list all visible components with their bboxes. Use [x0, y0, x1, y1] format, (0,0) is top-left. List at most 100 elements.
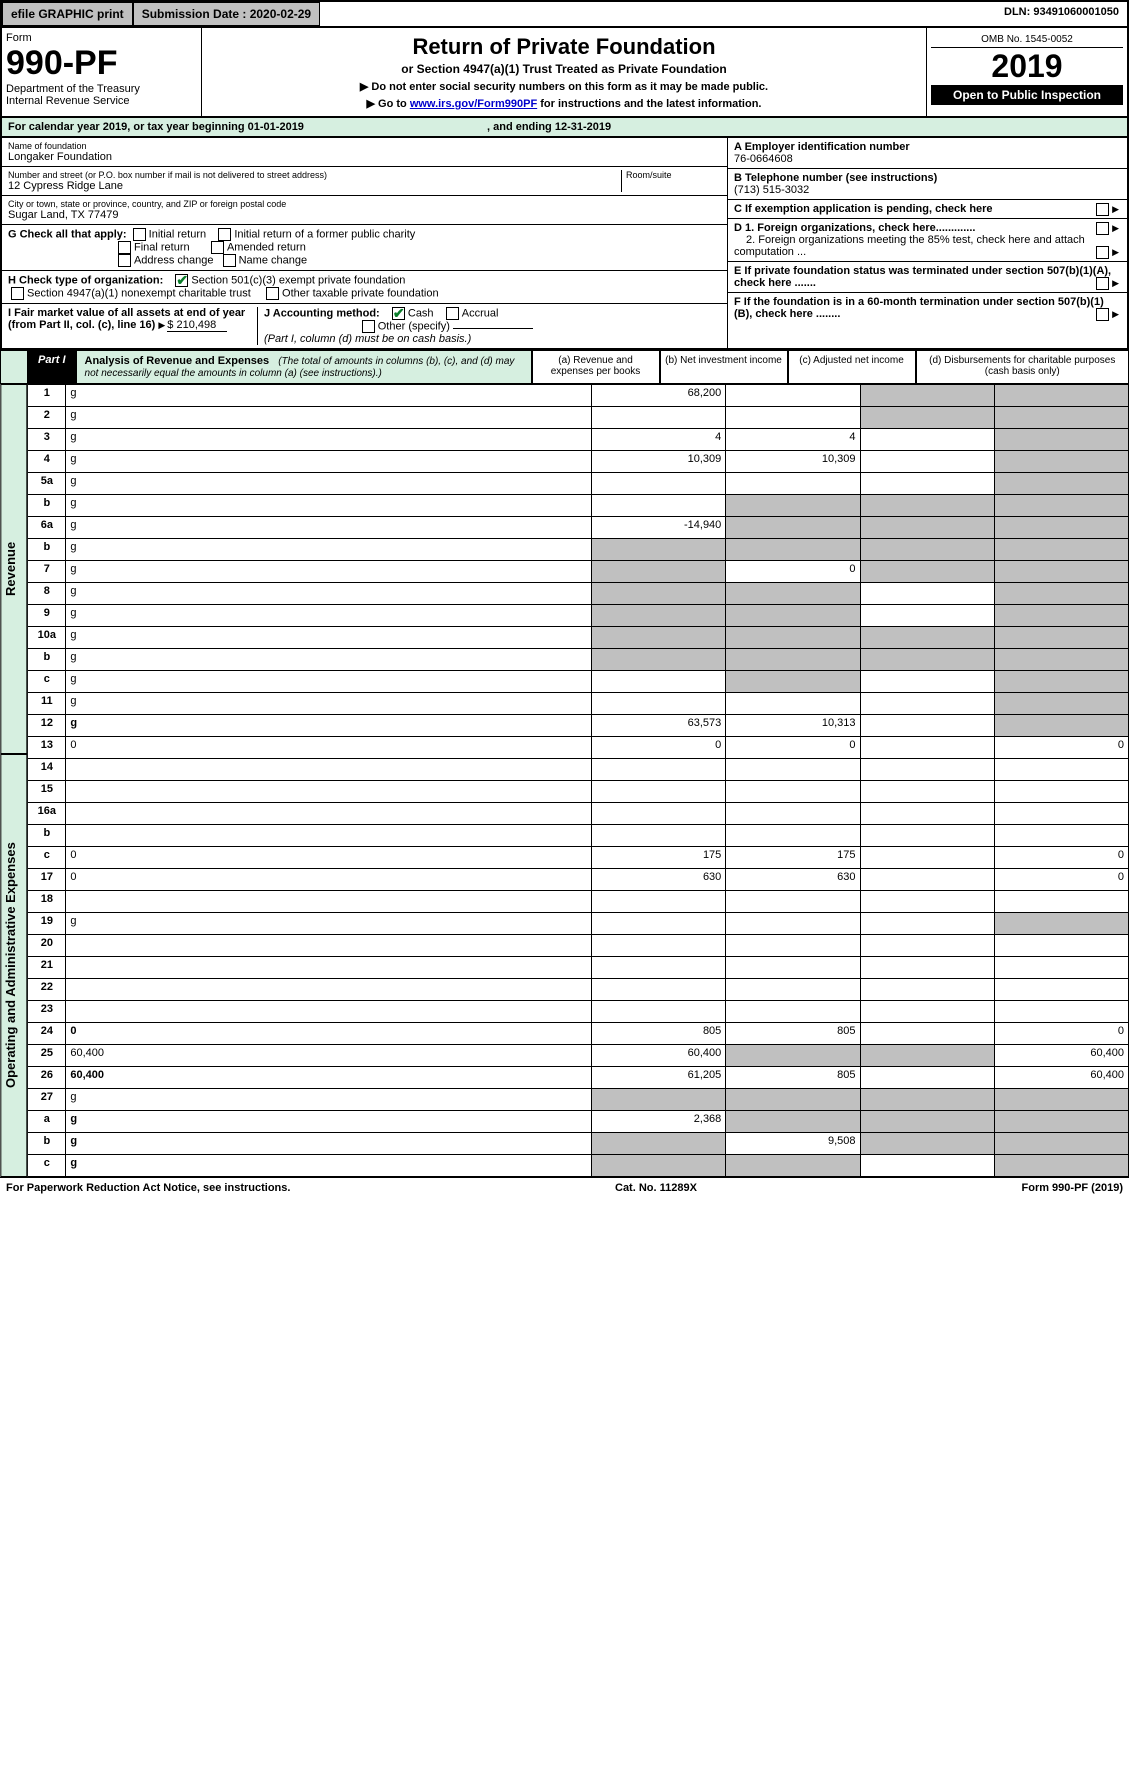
col-a-value: [592, 803, 726, 825]
line-number: 6a: [28, 517, 66, 539]
line-number: 27: [28, 1089, 66, 1111]
instr-1: ▶ Do not enter social security numbers o…: [208, 80, 920, 93]
line-description: [66, 1001, 592, 1023]
col-b-value: [726, 627, 860, 649]
col-a-value: [592, 759, 726, 781]
e-label: E If private foundation status was termi…: [734, 265, 1111, 289]
c-label: C If exemption application is pending, c…: [734, 203, 993, 215]
other-taxable-checkbox[interactable]: [266, 287, 279, 300]
col-d-value: [994, 715, 1128, 737]
j-note: (Part I, column (d) must be on cash basi…: [264, 333, 471, 345]
col-b-value: [726, 495, 860, 517]
other-method-checkbox[interactable]: [362, 320, 375, 333]
col-a-value: [592, 473, 726, 495]
col-a-value: [592, 671, 726, 693]
revenue-side-label: Revenue: [0, 384, 27, 754]
line-description: g: [66, 1089, 592, 1111]
col-d-value: [994, 891, 1128, 913]
line-description: g: [66, 1133, 592, 1155]
j-label: J Accounting method:: [264, 307, 380, 319]
line-number: b: [28, 825, 66, 847]
d1-label: D 1. Foreign organizations, check here..…: [734, 222, 975, 234]
part1-tab: Part I: [28, 350, 76, 384]
cal-mid: , and ending: [487, 121, 555, 133]
line-number: 12: [28, 715, 66, 737]
col-d-value: [994, 803, 1128, 825]
line-description: [66, 759, 592, 781]
cash-checkbox[interactable]: [392, 307, 405, 320]
col-d-value: [994, 583, 1128, 605]
col-b-value: [726, 649, 860, 671]
c-checkbox[interactable]: [1096, 203, 1109, 216]
col-b-value: [726, 1155, 860, 1177]
city-state-zip: Sugar Land, TX 77479: [8, 209, 721, 221]
col-a-value: [592, 891, 726, 913]
col-a-value: 10,309: [592, 451, 726, 473]
col-a-value: [592, 979, 726, 1001]
col-d-value: [994, 1089, 1128, 1111]
initial-former-checkbox[interactable]: [218, 228, 231, 241]
col-d-value: [994, 935, 1128, 957]
line-number: 20: [28, 935, 66, 957]
col-c-value: [860, 429, 994, 451]
e-checkbox[interactable]: [1096, 277, 1109, 290]
phone-value: (713) 515-3032: [734, 184, 809, 196]
4947-checkbox[interactable]: [11, 287, 24, 300]
amended-return-checkbox[interactable]: [211, 241, 224, 254]
table-row: 130000: [28, 737, 1129, 759]
501c3-checkbox[interactable]: [175, 274, 188, 287]
accrual-checkbox[interactable]: [446, 307, 459, 320]
col-d-value: [994, 979, 1128, 1001]
dept-label: Department of the Treasury: [6, 83, 197, 95]
line-description: g: [66, 561, 592, 583]
accrual-label: Accrual: [462, 307, 499, 319]
form-link[interactable]: www.irs.gov/Form990PF: [410, 98, 537, 110]
table-row: 2560,40060,40060,400: [28, 1045, 1129, 1067]
table-row: 6ag-14,940: [28, 517, 1129, 539]
f-checkbox[interactable]: [1096, 308, 1109, 321]
line-description: g: [66, 627, 592, 649]
col-c-value: [860, 737, 994, 759]
col-c-value: [860, 627, 994, 649]
name-change-checkbox[interactable]: [223, 254, 236, 267]
col-c-value: [860, 869, 994, 891]
page-footer: For Paperwork Reduction Act Notice, see …: [0, 1177, 1129, 1198]
col-d-value: [994, 913, 1128, 935]
col-c-value: [860, 715, 994, 737]
line-number: 24: [28, 1023, 66, 1045]
col-c-value: [860, 539, 994, 561]
col-d-value: [994, 781, 1128, 803]
line-description: g: [66, 473, 592, 495]
col-b-value: [726, 605, 860, 627]
line-number: b: [28, 539, 66, 561]
col-c-value: [860, 891, 994, 913]
col-a-value: 4: [592, 429, 726, 451]
addr-label: Number and street (or P.O. box number if…: [8, 170, 621, 180]
phone-label: B Telephone number (see instructions): [734, 172, 937, 184]
address-change-checkbox[interactable]: [118, 254, 131, 267]
col-d-value: 0: [994, 1023, 1128, 1045]
line-description: g: [66, 495, 592, 517]
col-b-value: [726, 803, 860, 825]
line-description: g: [66, 451, 592, 473]
col-d-value: [994, 539, 1128, 561]
submission-date-button[interactable]: Submission Date : 2020-02-29: [133, 2, 320, 26]
d1-checkbox[interactable]: [1096, 222, 1109, 235]
footer-cat: Cat. No. 11289X: [615, 1182, 697, 1194]
col-c-value: [860, 517, 994, 539]
table-row: 1g68,200: [28, 385, 1129, 407]
col-b-value: [726, 957, 860, 979]
line-number: 7: [28, 561, 66, 583]
col-d-value: [994, 671, 1128, 693]
line-description: 0: [66, 847, 592, 869]
line-description: 60,400: [66, 1067, 592, 1089]
other-specify-line: [453, 328, 533, 329]
initial-return-checkbox[interactable]: [133, 228, 146, 241]
table-row: bg9,508: [28, 1133, 1129, 1155]
final-return-checkbox[interactable]: [118, 241, 131, 254]
line-description: 60,400: [66, 1045, 592, 1067]
col-d-value: [994, 495, 1128, 517]
efile-print-button[interactable]: efile GRAPHIC print: [2, 2, 133, 26]
col-a-value: 63,573: [592, 715, 726, 737]
d2-checkbox[interactable]: [1096, 246, 1109, 259]
